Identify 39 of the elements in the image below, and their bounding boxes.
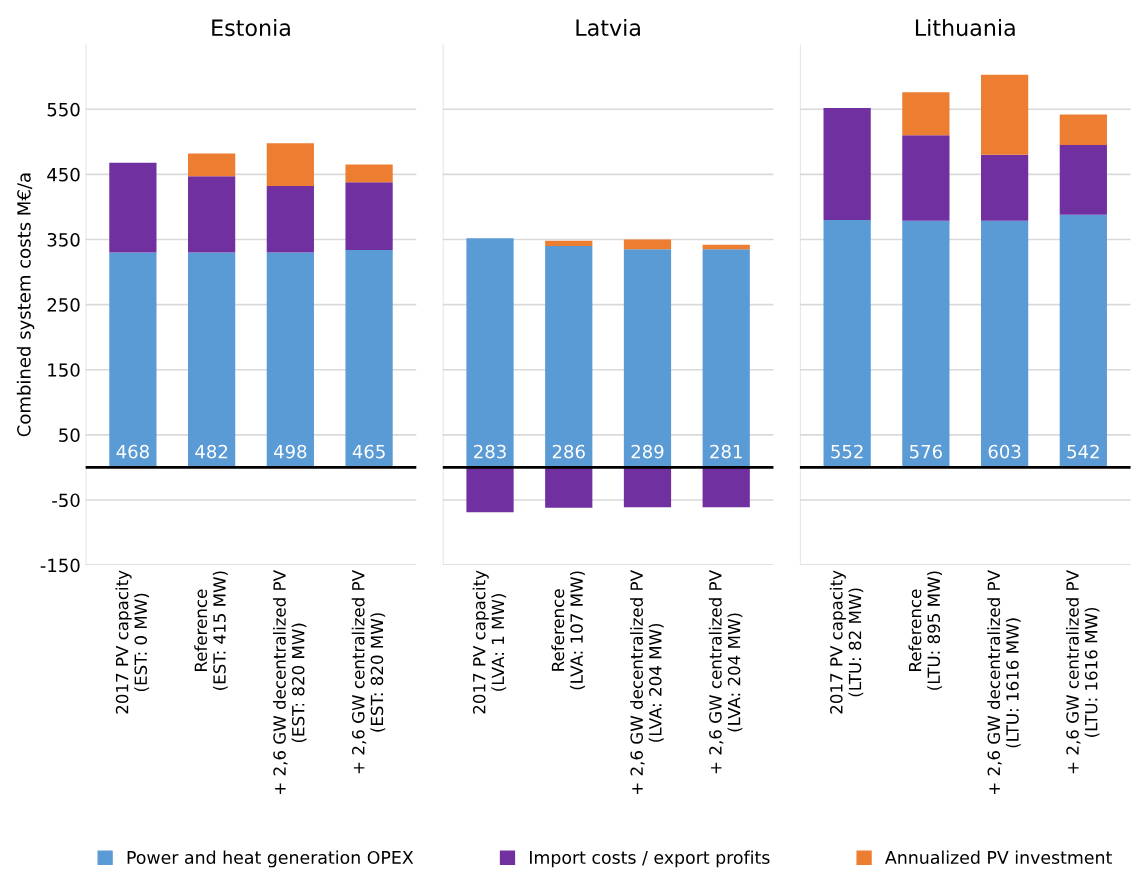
- y-tick-label: 150: [48, 363, 80, 377]
- x-tick-label: Reference (EST: 415 MW): [194, 571, 228, 690]
- x-tick-label: 2017 PV capacity (LVA: 1 MW): [472, 570, 507, 714]
- legend-label: Power and heat generation OPEX: [127, 850, 414, 868]
- total-label: 576: [910, 444, 942, 459]
- total-label: 542: [1067, 444, 1099, 459]
- x-tick-label: Reference (LVA: 107 MW): [551, 571, 585, 690]
- total-label: 283: [474, 444, 506, 459]
- total-label: 289: [631, 444, 664, 459]
- chart-title: Latvia: [576, 18, 640, 37]
- legend-label: Import costs / export profits: [530, 850, 770, 868]
- legend-label: Annualized PV investment: [885, 850, 1112, 865]
- y-tick-label: 250: [47, 298, 80, 312]
- y-tick-label: -50: [52, 493, 80, 508]
- y-tick-label: -150: [40, 558, 80, 573]
- chart-title: Lithuania: [915, 18, 1015, 37]
- total-label: 286: [552, 444, 585, 459]
- x-tick-label: + 2,6 GW decentralized PV (LTU: 1616 MW): [987, 570, 1021, 794]
- total-label: 482: [195, 444, 228, 459]
- total-label: 468: [116, 444, 149, 459]
- y-tick-label: 550: [47, 102, 80, 117]
- x-tick-label: + 2,6 GW centralized PV (EST: 820 MW): [351, 570, 386, 774]
- total-label: 552: [831, 444, 863, 459]
- total-label: 498: [274, 444, 307, 459]
- x-tick-label: + 2,6 GW centralized PV (LVA: 204 MW): [708, 570, 743, 774]
- y-tick-label: 350: [47, 232, 80, 247]
- x-tick-label: Reference (LTU: 895 MW): [908, 571, 943, 690]
- total-label: 603: [988, 444, 1021, 459]
- y-axis-title: Combined system costs M€/a: [16, 173, 35, 437]
- x-tick-label: + 2,6 GW decentralized PV (LVA: 204 MW): [630, 570, 664, 794]
- y-tick-label: 50: [59, 428, 80, 442]
- chart-title: Estonia: [212, 18, 290, 37]
- x-tick-label: + 2,6 GW decentralized PV (EST: 820 MW): [272, 570, 307, 794]
- total-label: 281: [710, 444, 742, 459]
- total-label: 465: [352, 444, 385, 459]
- x-tick-label: + 2,6 GW centralized PV (LTU: 1616 MW): [1065, 570, 1100, 774]
- y-tick-label: 450: [47, 167, 80, 182]
- x-tick-label: 2017 PV capacity (EST: 0 MW): [115, 570, 150, 714]
- x-tick-label: 2017 PV capacity (LTU: 82 MW): [829, 570, 864, 714]
